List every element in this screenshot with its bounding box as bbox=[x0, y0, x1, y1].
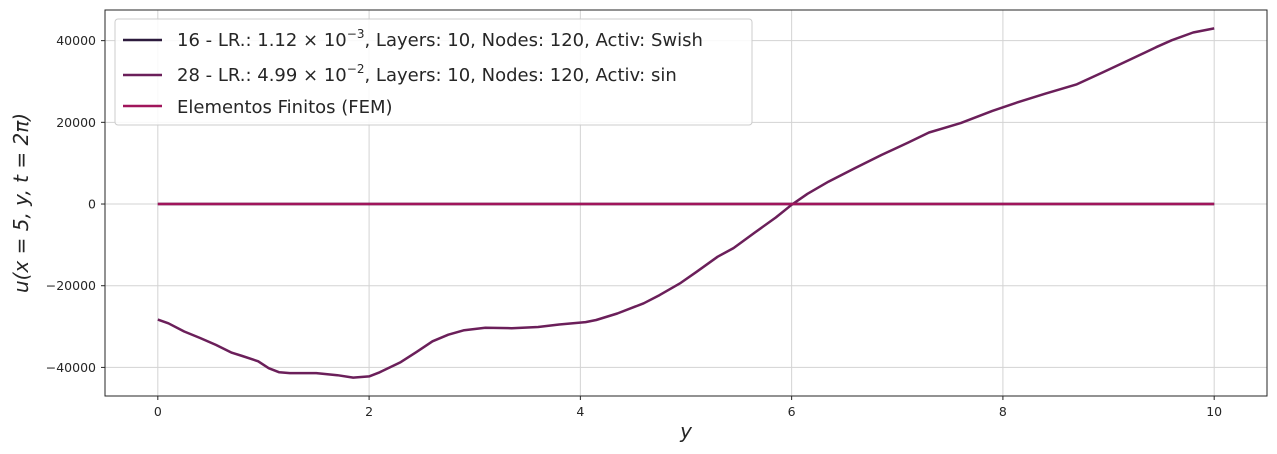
y-axis-title: u(x = 5, y, t = 2π) bbox=[9, 113, 33, 293]
x-tick-label-0: 0 bbox=[154, 404, 162, 419]
y-tick-label-1: −20000 bbox=[46, 278, 96, 293]
legend: 16 - LR.: 1.12 × 10−3, Layers: 10, Nodes… bbox=[114, 18, 753, 126]
legend-label-fem: Elementos Finitos (FEM) bbox=[177, 97, 393, 118]
y-tick-label-3: 20000 bbox=[56, 115, 96, 130]
series-line-28 bbox=[157, 27, 1215, 379]
x-tick-label-3: 6 bbox=[788, 404, 796, 419]
legend-label-series-16: 16 - LR.: 1.12 × 10−3, Layers: 10, Nodes… bbox=[177, 27, 703, 51]
y-tick-label-4: 40000 bbox=[56, 33, 96, 48]
x-tick-label-2: 4 bbox=[576, 404, 584, 419]
y-tick-label-0: −40000 bbox=[46, 360, 96, 375]
ticks: 0 2 4 6 8 10 −40000 −20000 0 20000 40000 bbox=[46, 33, 1222, 419]
legend-label-series-28: 28 - LR.: 4.99 × 10−2, Layers: 10, Nodes… bbox=[177, 62, 677, 86]
legend-box bbox=[114, 18, 753, 126]
x-tick-label-4: 8 bbox=[999, 404, 1007, 419]
y-tick-label-2: 0 bbox=[88, 197, 96, 212]
x-tick-label-1: 2 bbox=[365, 404, 373, 419]
series-layer bbox=[157, 27, 1215, 379]
x-axis-title: y bbox=[679, 419, 693, 443]
x-tick-label-5: 10 bbox=[1206, 404, 1222, 419]
plot-frame bbox=[104, 9, 1268, 397]
